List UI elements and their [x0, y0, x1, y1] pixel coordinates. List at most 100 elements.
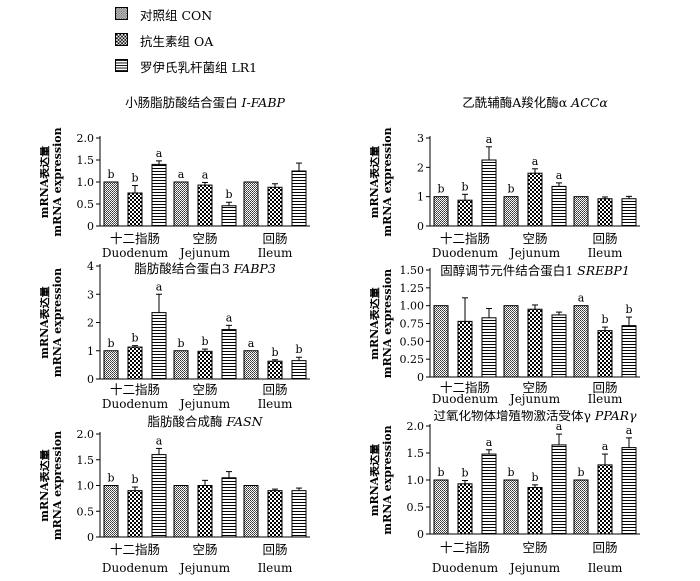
y-tick-label: 0	[87, 373, 94, 386]
y-tick-label: 3	[87, 288, 94, 301]
significance-letter: b	[461, 467, 468, 480]
x-category-label-cn: 空肠	[192, 231, 217, 246]
bar-oa	[597, 464, 613, 535]
significance-letter: b	[201, 335, 208, 348]
chart-panel-srebp1: 固醇调节元件结合蛋白1 SREBP1 mRNA表达量 mRNA expression…	[370, 263, 640, 406]
y-tick-label: 0.5	[77, 198, 95, 211]
significance-letter: b	[107, 472, 114, 485]
y-tick-label: 2.0	[77, 428, 95, 441]
y-axis-label-en: mRNA expression	[381, 425, 394, 534]
chart-title: 固醇调节元件结合蛋白1 SREBP1	[440, 263, 630, 278]
chart-title: 小肠脂肪酸结合蛋白 I-FABP	[125, 95, 285, 110]
bar-lr1	[151, 163, 167, 227]
bar-lr1	[151, 312, 167, 380]
y-tick-label: 2	[87, 317, 94, 330]
legend-label-oa: 抗生素组 OA	[140, 34, 214, 49]
x-category-label-en: Jejunum	[508, 246, 561, 260]
bar-con	[173, 485, 189, 538]
bar-oa	[127, 490, 143, 538]
significance-letter: a	[178, 168, 185, 181]
chart-title: 脂肪酸合成酶 FASN	[147, 414, 263, 429]
chart-panel-ifabp: 小肠脂肪酸结合蛋白 I-FABP mRNA表达量 mRNA expression 0 0…	[40, 95, 310, 260]
bar-con	[173, 350, 189, 380]
x-category-label-en: Jejunum	[178, 561, 231, 575]
bar-oa	[197, 184, 213, 227]
chart-title: 脂肪酸结合蛋白3 FABP3	[134, 261, 276, 276]
significance-letter: a	[602, 440, 609, 453]
bar-lr1	[151, 454, 167, 538]
bar-con	[433, 479, 449, 535]
y-tick-label: 0.25	[400, 353, 425, 366]
bar-oa	[527, 308, 543, 378]
bar-con	[103, 485, 119, 538]
significance-letter: a	[202, 168, 209, 181]
y-tick-label: 1.5	[77, 454, 95, 467]
x-category-label-en: Jejunum	[178, 246, 231, 260]
y-tick-label: 1.5	[407, 447, 425, 460]
x-category-label-en: Duodenum	[102, 246, 169, 260]
y-axis-label-cn: mRNA表达量	[40, 449, 51, 521]
y-tick-label: 0	[417, 220, 424, 233]
bar-lr1	[621, 198, 637, 227]
y-tick-label: 1.0	[77, 176, 95, 189]
y-tick-label: 1.0	[77, 480, 95, 493]
significance-letter: a	[156, 280, 163, 293]
legend-item-oa: 抗生素组 OA	[115, 29, 375, 49]
chart-title-cn: 小肠脂肪酸结合蛋白	[125, 95, 241, 110]
significance-letter: b	[131, 473, 138, 486]
significance-letter: a	[532, 155, 539, 168]
chart-title-cn: 脂肪酸结合蛋白3	[134, 261, 233, 276]
legend-label-lr1: 罗伊氏乳杆菌组 LR1	[140, 60, 258, 75]
y-tick-label: 0.75	[400, 318, 425, 331]
x-category-label-en: Ileum	[258, 246, 293, 260]
x-category-label-cn: 十二指肠	[110, 231, 160, 246]
x-category-label-cn: 回肠	[262, 231, 287, 246]
significance-letter: b	[271, 346, 278, 359]
chart-title-cn: 乙酰辅酶A羧化酶α	[462, 95, 571, 110]
significance-letter: a	[556, 169, 563, 182]
bar-oa	[267, 360, 283, 380]
legend-item-con: 对照组 CON	[115, 3, 375, 23]
bar-lr1	[621, 447, 637, 535]
x-category-label-en: Jejunum	[178, 397, 231, 411]
chart-title-gene: SREBP1	[577, 263, 630, 278]
bar-oa	[527, 487, 543, 535]
x-category-label-cn: 空肠	[522, 540, 547, 555]
bar-lr1	[481, 453, 497, 535]
y-tick-label: 0	[417, 371, 424, 384]
chart-title-gene: FASN	[225, 414, 263, 429]
y-tick-label: 1.0	[407, 474, 425, 487]
bar-oa	[457, 199, 473, 227]
y-tick-label: 0.5	[407, 501, 425, 514]
chart-panel-fabp3: 脂肪酸结合蛋白3 FABP3 mRNA表达量 mRNA expression 0 1 2 3…	[40, 260, 310, 411]
x-category-label-cn: 空肠	[522, 380, 547, 395]
x-category-label-en: Ileum	[588, 392, 623, 406]
bar-con	[243, 181, 259, 227]
x-category-label-cn: 十二指肠	[440, 380, 490, 395]
bar-lr1	[621, 325, 637, 378]
x-category-label-cn: 十二指肠	[110, 382, 160, 397]
y-tick-label: 1	[87, 345, 94, 358]
significance-letter: b	[225, 188, 232, 201]
y-tick-label: 0	[417, 528, 424, 541]
significance-letter: b	[177, 337, 184, 350]
bar-con	[243, 485, 259, 538]
significance-letter: a	[248, 337, 255, 350]
legend-label-con: 对照组 CON	[140, 8, 213, 23]
y-axis-label-en: mRNA expression	[381, 269, 394, 378]
bar-con	[573, 305, 589, 378]
bar-con	[433, 196, 449, 227]
x-category-label-en: Duodenum	[102, 561, 169, 575]
significance-letter: b	[625, 303, 632, 316]
y-tick-label: 1.50	[400, 264, 425, 277]
y-axis-label-en: mRNA expression	[381, 127, 394, 236]
bar-oa	[457, 320, 473, 378]
legend-swatch-lr1	[115, 59, 128, 72]
significance-letter: b	[437, 183, 444, 196]
x-category-label-cn: 回肠	[592, 540, 617, 555]
y-axis-label-en: mRNA expression	[51, 127, 64, 236]
bar-oa	[197, 485, 213, 538]
y-axis-label-cn: mRNA表达量	[370, 287, 381, 359]
x-category-label-en: Duodenum	[432, 246, 499, 260]
